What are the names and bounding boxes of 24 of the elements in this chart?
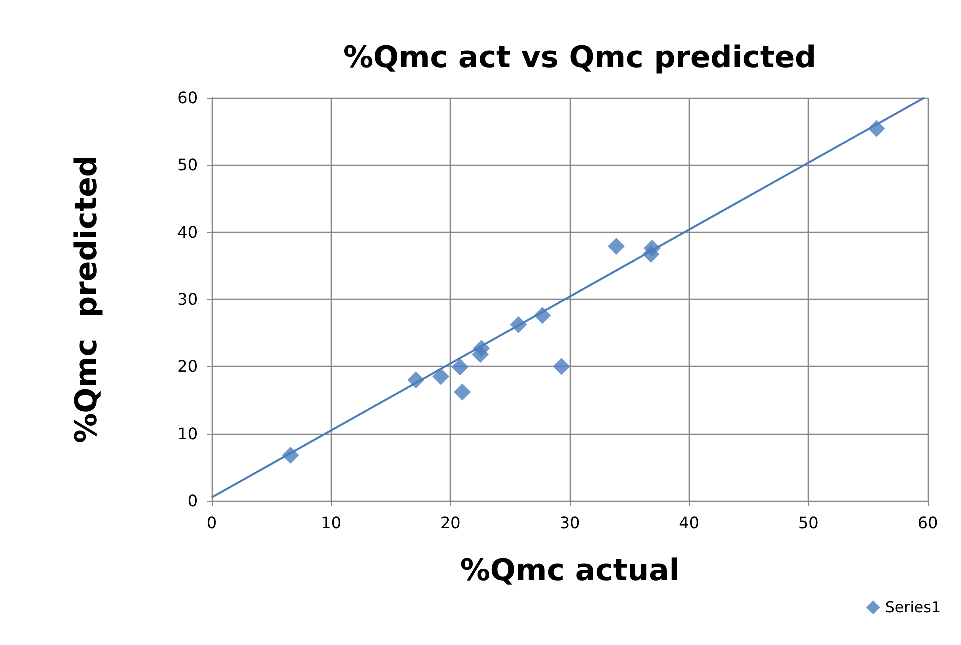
y-tick-label: 40 bbox=[178, 222, 198, 242]
x-tick-label: 10 bbox=[321, 514, 342, 532]
x-axis-title: %Qmc actual bbox=[460, 554, 680, 588]
point bbox=[553, 358, 570, 376]
point bbox=[472, 346, 489, 364]
y-tick-label: 0 bbox=[188, 492, 198, 510]
x-tick-label: 20 bbox=[440, 514, 461, 532]
y-tick-label: 10 bbox=[178, 424, 198, 444]
point bbox=[454, 384, 472, 401]
point bbox=[608, 238, 626, 255]
y-tick-label: 60 bbox=[178, 88, 198, 108]
point bbox=[452, 358, 469, 376]
point bbox=[432, 368, 450, 386]
y-tick-label: 20 bbox=[178, 357, 198, 376]
y-tick-label: 30 bbox=[178, 290, 198, 309]
x-tick-label: 60 bbox=[918, 514, 938, 532]
x-tick-label: 50 bbox=[798, 514, 819, 532]
x-tick-label: 0 bbox=[206, 514, 218, 532]
chart-title: %Qmc act vs Qmc predicted bbox=[343, 40, 817, 76]
x-tick-label: 30 bbox=[560, 514, 580, 532]
y-tick-label: 50 bbox=[178, 156, 198, 175]
x-tick-label: 40 bbox=[679, 514, 700, 532]
y-axis-title: %Qmc predicted bbox=[70, 156, 104, 444]
legend-label: Series1 bbox=[885, 598, 941, 616]
